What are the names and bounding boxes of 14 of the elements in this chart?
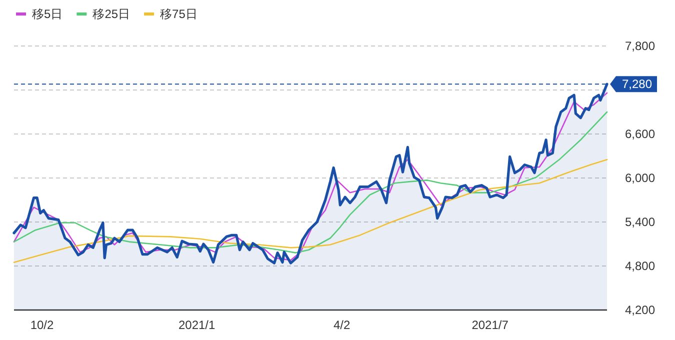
ref-line-label: 7,280 — [622, 77, 652, 92]
x-tick-label: 10/2 — [30, 318, 54, 332]
y-tick-label: 4,200 — [624, 303, 656, 317]
y-tick-label: 7,800 — [624, 39, 656, 53]
legend-label: 移75日 — [160, 7, 198, 21]
y-tick-label: 6,000 — [624, 171, 656, 185]
x-tick-label: 4/2 — [333, 318, 350, 332]
legend-label: 移5日 — [32, 7, 63, 21]
x-tick-label: 2021/7 — [472, 318, 509, 332]
y-tick-label: 4,800 — [624, 259, 656, 273]
x-tick-label: 2021/1 — [178, 318, 216, 332]
y-tick-label: 6,600 — [624, 127, 656, 141]
legend-label: 移25日 — [92, 7, 130, 21]
y-tick-label: 5,400 — [624, 215, 656, 229]
